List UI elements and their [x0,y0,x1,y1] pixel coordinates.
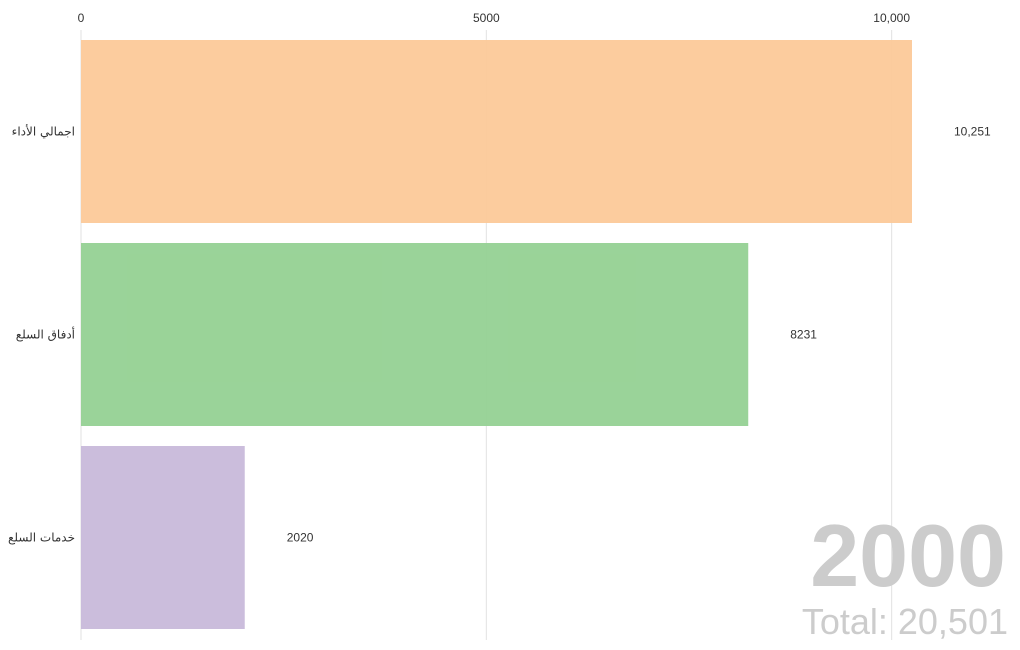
category-label: أدفاق السلع [16,327,75,342]
total-label: Total: 20,501 [802,601,1008,642]
bars [81,40,912,629]
value-label: 10,251 [954,125,991,139]
value-label: 8231 [790,328,817,342]
x-tick-label: 0 [78,11,85,25]
value-label: 2020 [287,531,314,545]
x-tick-label: 10,000 [873,11,910,25]
category-label: اجمالي الأداء [12,124,75,139]
bar [81,40,912,223]
year-label: 2000 [810,506,1006,605]
bar [81,446,245,629]
category-label: خدمات السلع [8,531,75,545]
bar [81,243,749,426]
labels: 0 5000 10,000 اجمالي الأداء 10,251 أدفاق السل… [8,11,991,545]
x-tick-label: 5000 [473,11,500,25]
